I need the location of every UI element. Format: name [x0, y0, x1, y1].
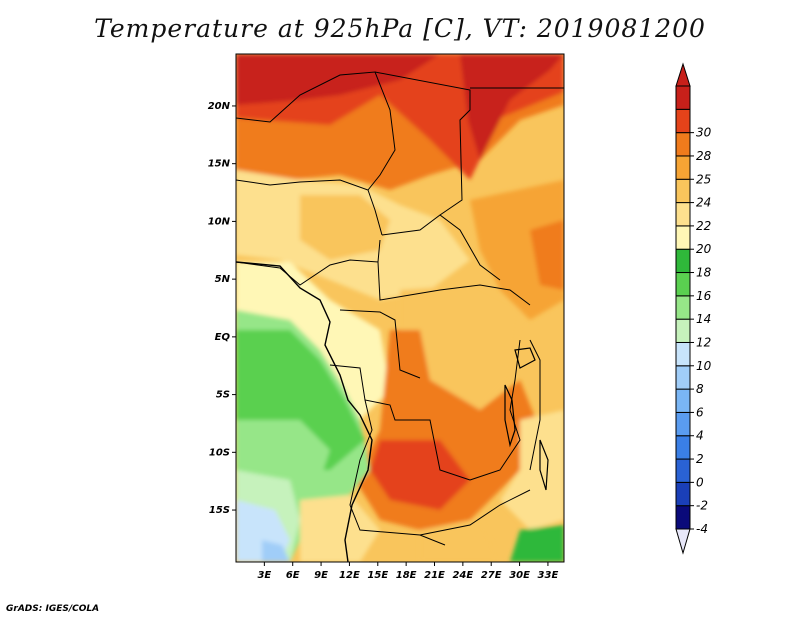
- colorbar-label: 25: [696, 172, 711, 186]
- lat-tick-label: 10S: [209, 447, 230, 458]
- colorbar-swatch: [675, 108, 691, 134]
- colorbar-swatch: [675, 435, 691, 460]
- coastline: [236, 261, 373, 562]
- colorbar-label: 20: [696, 242, 712, 256]
- colorbar-under-arrow: [675, 528, 691, 555]
- lon-tick-label: 6E: [286, 570, 300, 581]
- colorbar-label: 0: [696, 475, 704, 489]
- lon-tick-label: 21E: [424, 570, 445, 581]
- lon-tick-label: 30E: [509, 570, 530, 581]
- lake-tanganyika: [504, 384, 516, 448]
- colorbar-swatch: [675, 272, 691, 297]
- colorbar-label: 4: [696, 429, 704, 443]
- colorbar-label: 30: [696, 126, 712, 140]
- colorbar-label: 22: [696, 219, 711, 233]
- lat-tick-label: 5S: [216, 390, 230, 401]
- colorbar-label: 18: [696, 266, 712, 280]
- colorbar-label: 6: [696, 405, 704, 419]
- colorbar-swatch: [675, 132, 691, 157]
- lon-tick-label: 18E: [396, 570, 417, 581]
- colorbar-swatch: [675, 388, 691, 413]
- colorbar-swatch: [675, 505, 691, 530]
- map-title: Temperature at 925hPa [C], VT: 201908120…: [94, 14, 706, 43]
- colorbar-label: -4: [696, 522, 708, 536]
- lon-tick-label: 12E: [339, 570, 360, 581]
- colorbar-over-arrow: [675, 62, 691, 87]
- colorbar-swatch: [675, 341, 691, 367]
- lon-tick-label: 15E: [367, 570, 388, 581]
- colorbar-swatch: [675, 85, 691, 110]
- lake-malawi: [539, 439, 549, 491]
- colorbar-swatch: [675, 248, 691, 274]
- colorbar-label: 16: [696, 289, 712, 303]
- lat-tick-label: 10N: [208, 216, 231, 227]
- colorbar-swatch: [675, 458, 691, 483]
- lon-tick-label: 3E: [257, 570, 271, 581]
- grads-credit: GrADS: IGES/COLA: [6, 604, 100, 614]
- colorbar-swatch: [675, 481, 691, 507]
- colorbar-swatch: [675, 178, 691, 204]
- lat-tick-label: 20N: [208, 101, 231, 112]
- lat-tick-label: 15S: [209, 505, 230, 516]
- lon-tick-label: 9E: [314, 570, 328, 581]
- lon-tick-label: 33E: [538, 570, 559, 581]
- colorbar-label: 28: [696, 149, 712, 163]
- colorbar-swatch: [675, 365, 691, 390]
- colorbar-label: 8: [696, 382, 704, 396]
- colorbar-swatch: [675, 318, 691, 343]
- colorbar-label: 2: [696, 452, 704, 466]
- axis-ticks: 20N 15N 10N 5N EQ 5S 10S 15S 3E 6E 9E 12E 15E 18E 21E 2…: [208, 101, 559, 581]
- colorbar-label: 12: [696, 335, 711, 349]
- colorbar-swatch: [675, 155, 691, 180]
- map-frame: [235, 53, 565, 563]
- colorbar-label: 24: [696, 196, 711, 210]
- lat-tick-label: EQ: [215, 332, 231, 343]
- colorbar-swatch: [675, 202, 691, 227]
- colorbar-swatch: [675, 295, 691, 320]
- lake-victoria: [514, 347, 536, 369]
- lon-tick-label: 27E: [481, 570, 502, 581]
- colorbar-label: 14: [696, 312, 711, 326]
- lat-tick-label: 15N: [208, 159, 231, 170]
- colorbar-swatch: [675, 411, 691, 437]
- lat-tick-label: 5N: [215, 274, 231, 285]
- temperature-field: [236, 54, 564, 562]
- lon-tick-label: 24E: [452, 570, 473, 581]
- colorbar-swatch: [675, 225, 691, 250]
- colorbar-label: -2: [696, 499, 708, 513]
- colorbar-label: 10: [696, 359, 712, 373]
